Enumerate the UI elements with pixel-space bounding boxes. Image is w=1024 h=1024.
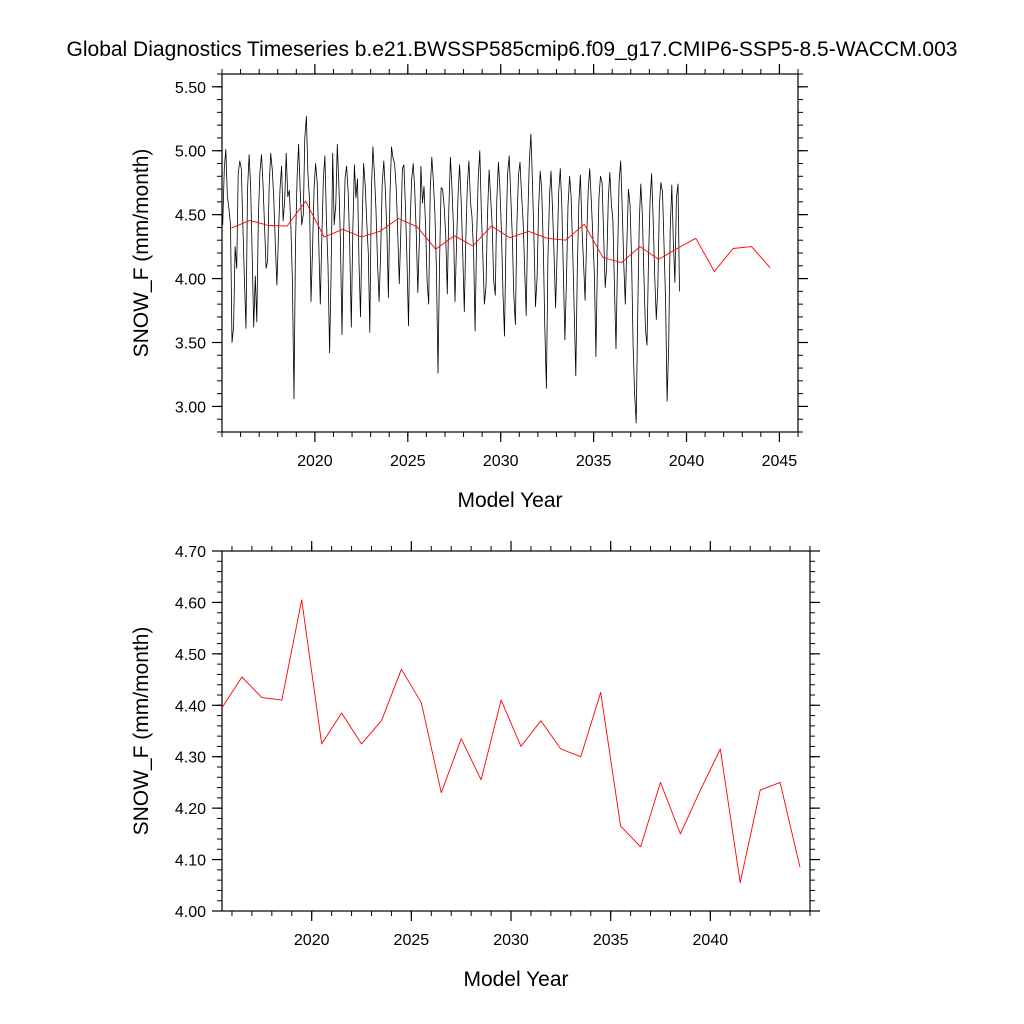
x-tick-label: 2040 (693, 932, 729, 949)
x-tick-label: 2020 (294, 932, 330, 949)
x-tick-label: 2025 (390, 453, 426, 470)
x-tick-label: 2035 (593, 932, 629, 949)
y-tick-label: 4.00 (175, 904, 206, 921)
x-axis-label: Model Year (457, 489, 562, 512)
x-tick-label: 2035 (576, 453, 612, 470)
x-tick-label: 2030 (483, 453, 519, 470)
y-tick-label: 4.20 (175, 801, 206, 818)
y-axis-label: SNOW_F (mm/month) (130, 149, 153, 358)
y-tick-label: 4.40 (175, 698, 206, 715)
y-tick-label: 4.70 (175, 544, 206, 561)
x-tick-label: 2020 (297, 453, 333, 470)
y-tick-label: 4.30 (175, 750, 206, 767)
plot-frame (221, 550, 811, 912)
series-line-annual-mean (231, 200, 771, 272)
minor-ticks (217, 69, 803, 437)
y-tick-label: 4.00 (175, 272, 206, 289)
x-tick-label: 2030 (493, 932, 529, 949)
y-tick-label: 3.50 (175, 336, 206, 353)
y-tick-label: 4.10 (175, 853, 206, 870)
y-tick-label: 4.50 (175, 208, 206, 225)
y-tick-label: 3.00 (175, 399, 206, 416)
plot-frame (221, 73, 799, 433)
y-tick-label: 4.50 (175, 647, 206, 664)
panel-annual-timeseries: 2020 2025 2030 2035 2040 4.00 4.10 4.20 4.30 4.40… (130, 541, 820, 991)
series-line-monthly (222, 115, 680, 424)
x-tick-label: 2045 (762, 453, 798, 470)
x-tick-label: 2025 (394, 932, 430, 949)
figure-title: Global Diagnostics Timeseries b.e21.BWSS… (67, 38, 958, 61)
minor-ticks (217, 546, 815, 916)
panel-monthly-timeseries: 2020 2025 2030 2035 2040 2045 3.00 3.50 4.00 4.50… (130, 64, 808, 512)
x-tick-label: 2040 (669, 453, 705, 470)
x-axis-label: Model Year (463, 968, 568, 991)
y-axis-label: SNOW_F (mm/month) (130, 627, 153, 836)
y-tick-label: 4.60 (175, 595, 206, 612)
y-tick-label: 5.50 (175, 80, 206, 97)
y-tick-label: 5.00 (175, 144, 206, 161)
series-line-annual-mean (221, 599, 801, 884)
